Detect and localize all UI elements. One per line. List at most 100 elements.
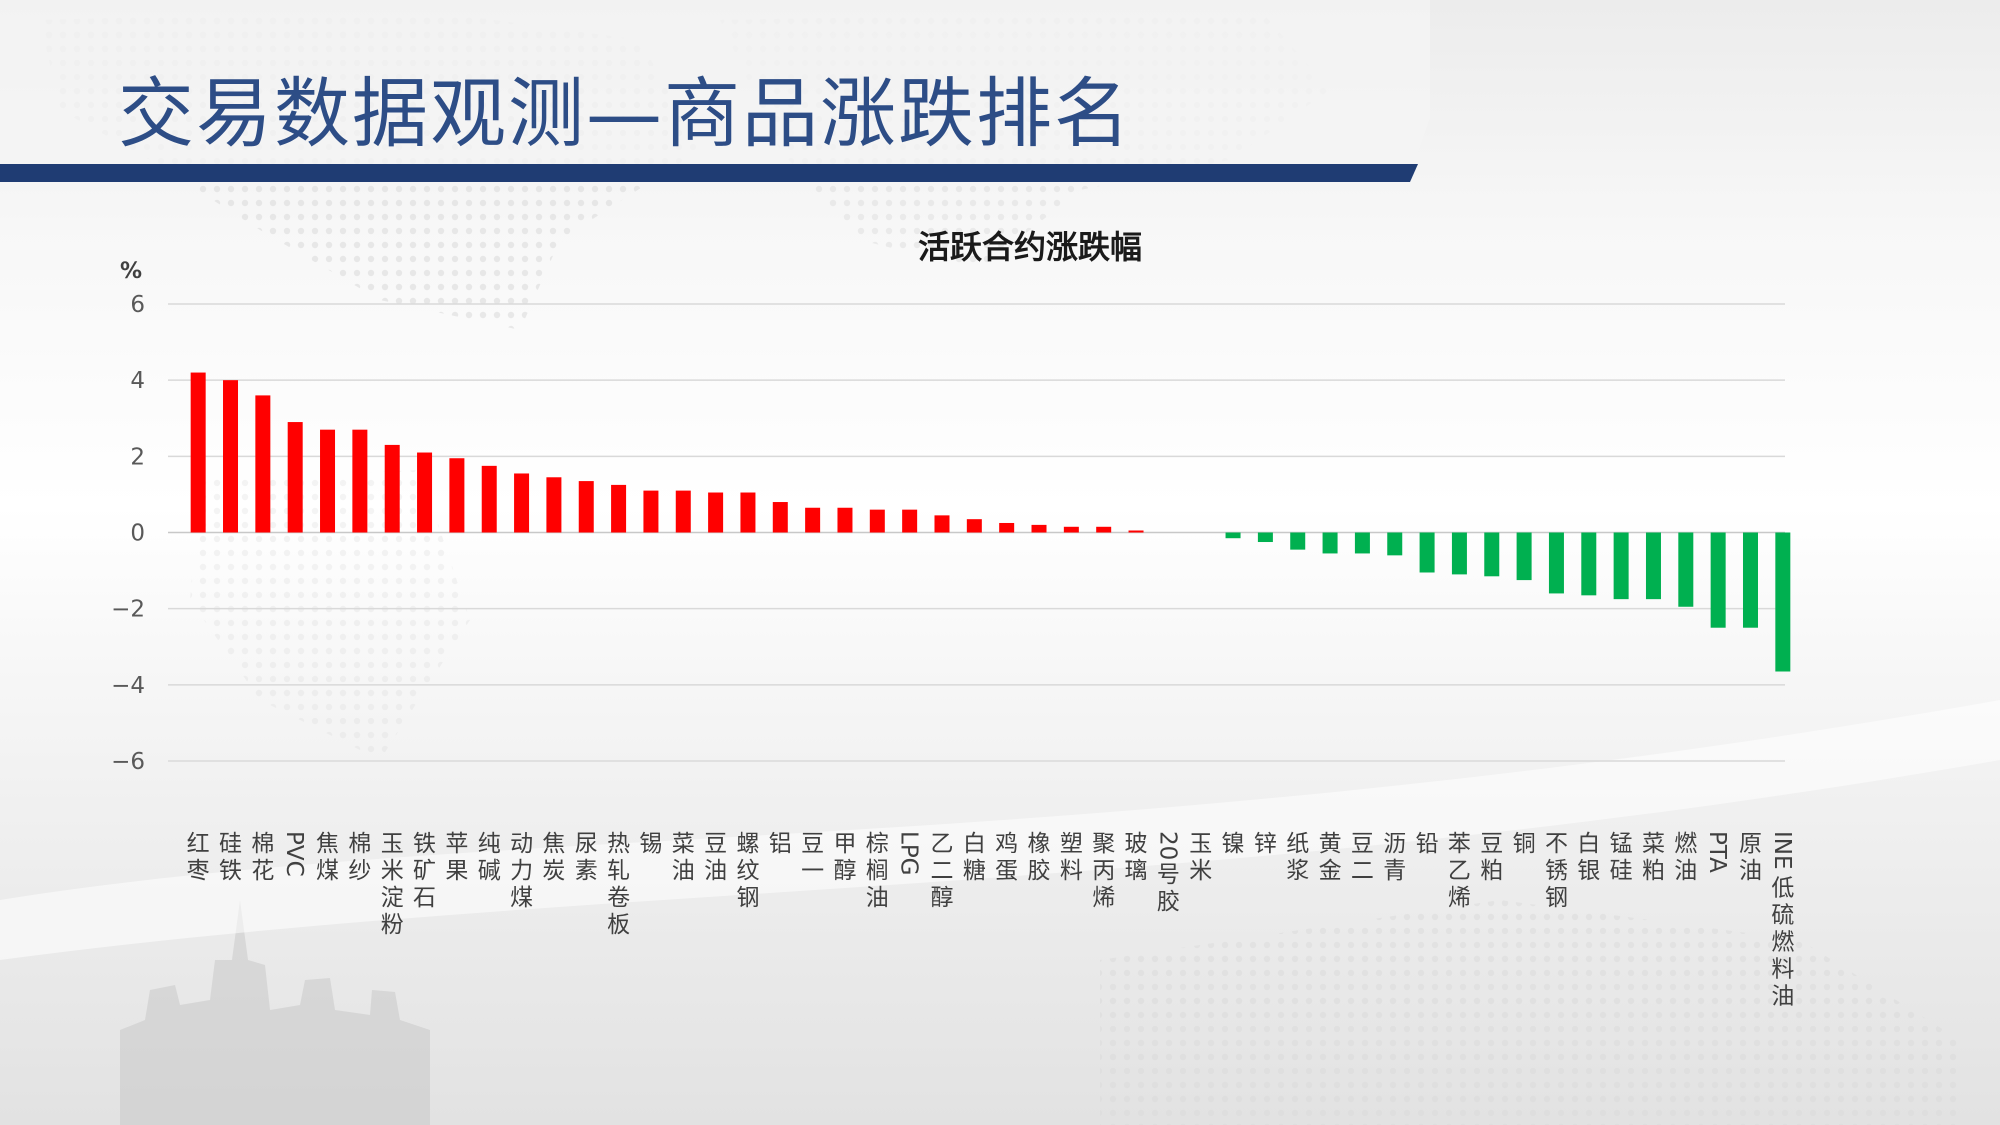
x-tick-label: LPG	[896, 831, 922, 876]
svg-text:油: 油	[672, 858, 695, 884]
svg-text:淀: 淀	[381, 885, 404, 911]
bar	[1484, 532, 1500, 577]
svg-text:纱: 纱	[348, 858, 371, 884]
x-tick-label: 黄金	[1319, 831, 1342, 884]
svg-text:橡: 橡	[1028, 831, 1051, 857]
svg-text:油: 油	[704, 858, 727, 884]
svg-text:钢: 钢	[1545, 885, 1568, 911]
svg-text:白: 白	[963, 831, 986, 857]
x-tick-label: 沥青	[1383, 831, 1406, 884]
y-tick-label: 2	[130, 444, 145, 470]
svg-text:青: 青	[1383, 858, 1406, 884]
svg-text:螺: 螺	[736, 831, 759, 857]
bar	[643, 490, 659, 533]
svg-text:低: 低	[1771, 876, 1794, 902]
x-tick-label: 锡	[639, 831, 662, 857]
svg-text:枣: 枣	[187, 858, 210, 884]
world-map-silhouette	[1100, 900, 1960, 1125]
svg-text:沥: 沥	[1383, 831, 1406, 857]
svg-text:料: 料	[1771, 957, 1794, 983]
svg-text:铁: 铁	[219, 858, 242, 884]
x-tick-label: 豆二	[1351, 831, 1374, 884]
bar	[1516, 532, 1532, 581]
y-tick-label: −2	[111, 597, 145, 623]
svg-text:丙: 丙	[1092, 858, 1115, 884]
svg-text:钢: 钢	[736, 885, 759, 911]
header-band	[0, 0, 1430, 180]
x-tick-label: 硅铁	[219, 831, 242, 884]
svg-text:金: 金	[1319, 858, 1342, 884]
x-tick-label: 棉纱	[348, 831, 371, 884]
bar	[449, 458, 465, 533]
bar	[1354, 532, 1370, 554]
svg-text:锡: 锡	[639, 831, 662, 857]
svg-text:豆: 豆	[1480, 831, 1503, 857]
x-tick-label: 锌	[1254, 831, 1277, 857]
x-tick-label: 橡胶	[1028, 831, 1051, 884]
x-tick-label: 豆一	[801, 831, 824, 884]
x-tick-label: 焦煤	[316, 831, 339, 884]
x-tick-label: PTA	[1704, 831, 1730, 873]
svg-text:PTA: PTA	[1704, 831, 1730, 873]
bar	[934, 515, 950, 533]
svg-text:锰: 锰	[1610, 831, 1633, 857]
bar	[481, 465, 497, 533]
svg-text:硅: 硅	[1610, 858, 1633, 884]
x-tick-label: 原油	[1739, 831, 1762, 884]
svg-text:不: 不	[1545, 831, 1568, 857]
svg-text:醇: 醇	[930, 885, 953, 911]
svg-text:二: 二	[930, 858, 953, 884]
x-tick-label: 塑料	[1060, 831, 1083, 884]
svg-text:乙: 乙	[930, 831, 953, 857]
x-tick-label: 铜	[1513, 831, 1536, 857]
x-tick-label: 乙二醇	[930, 831, 953, 911]
x-tick-label: 白糖	[963, 831, 986, 884]
svg-text:塑: 塑	[1060, 831, 1083, 857]
svg-text:粉: 粉	[381, 912, 404, 938]
y-tick-label: −6	[111, 749, 145, 775]
svg-text:素: 素	[575, 858, 598, 884]
bar	[740, 492, 756, 533]
svg-text:黄: 黄	[1319, 831, 1342, 857]
svg-text:焦: 焦	[316, 831, 339, 857]
svg-text:二: 二	[1351, 858, 1374, 884]
svg-text:烯: 烯	[1092, 885, 1115, 911]
svg-text:号: 号	[1157, 862, 1180, 888]
x-tick-label: 镍	[1222, 831, 1245, 857]
svg-text:菜: 菜	[1642, 831, 1665, 857]
bar	[1031, 524, 1047, 533]
x-tick-label: 菜油	[672, 831, 695, 884]
svg-text:玻: 玻	[1125, 831, 1148, 857]
svg-text:料: 料	[1060, 858, 1083, 884]
bars	[190, 372, 1791, 672]
svg-text:锌: 锌	[1254, 831, 1277, 857]
bar	[1742, 532, 1758, 628]
bar	[1063, 526, 1079, 533]
bar	[190, 372, 206, 533]
svg-text:醇: 醇	[833, 858, 856, 884]
bar	[578, 481, 594, 533]
svg-text:煤: 煤	[316, 858, 339, 884]
bar	[1419, 532, 1435, 573]
svg-text:豆: 豆	[801, 831, 824, 857]
bar	[837, 507, 853, 533]
x-tick-label: 甲醇	[833, 831, 856, 884]
svg-text:榈: 榈	[866, 858, 889, 884]
slide-title: 交易数据观测—商品涨跌排名	[118, 69, 1132, 158]
y-tick-label: 6	[130, 292, 145, 318]
svg-text:板: 板	[607, 912, 630, 938]
y-axis-ticks: 6 4 2 0 −2 −4 −6	[111, 292, 145, 775]
x-tick-label: 铝	[769, 831, 792, 857]
y-tick-label: 0	[130, 521, 145, 547]
y-axis-unit-label: %	[120, 259, 142, 284]
bar	[1645, 532, 1661, 600]
svg-text:碱: 碱	[478, 858, 501, 884]
svg-text:银: 银	[1577, 858, 1600, 884]
x-tick-label: 聚丙烯	[1092, 831, 1115, 911]
bar	[1548, 532, 1564, 594]
bar	[287, 422, 303, 533]
bar	[352, 429, 368, 533]
